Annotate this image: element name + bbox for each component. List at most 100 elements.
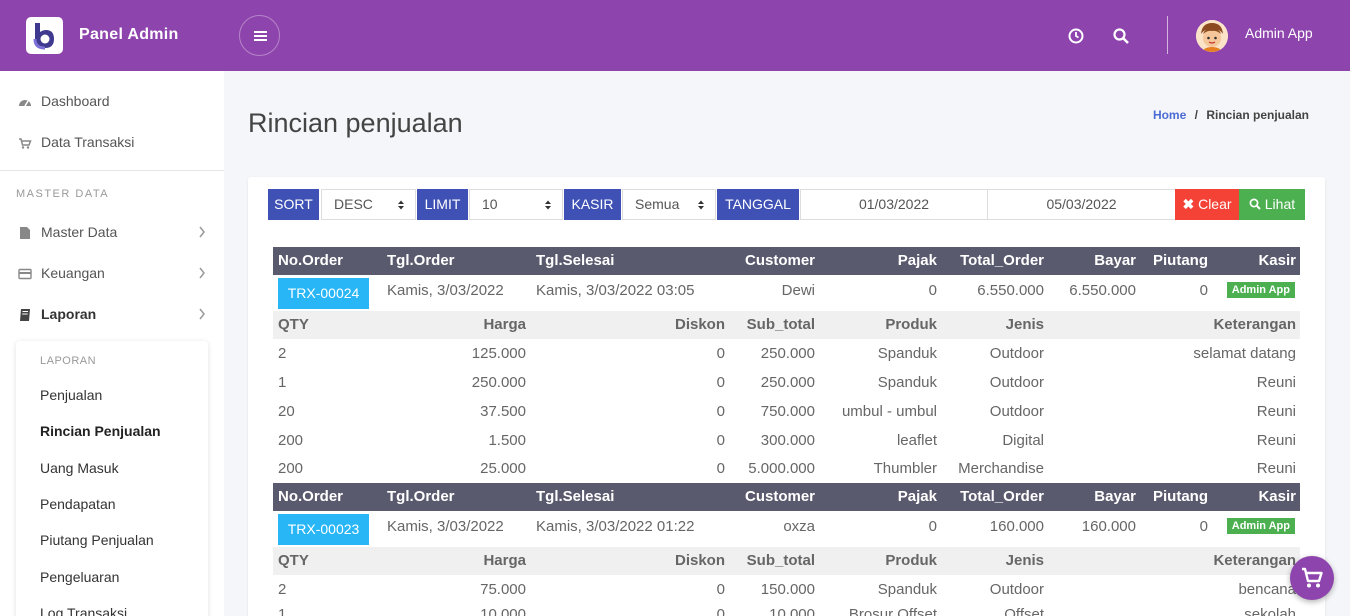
order-row: TRX-00024 Kamis, 3/03/2022 Kamis, 3/03/2…	[273, 275, 1300, 311]
menu-toggle-button[interactable]	[239, 15, 280, 56]
search-icon[interactable]	[1112, 27, 1130, 45]
lihat-button[interactable]: Lihat	[1239, 189, 1305, 220]
col-piutang: Piutang	[1153, 488, 1208, 505]
brand-title: Panel Admin	[79, 26, 179, 43]
col-qty: QTY	[278, 552, 309, 569]
limit-select-value: 10	[482, 196, 498, 212]
col-produk: Produk	[885, 316, 937, 333]
kasir-select[interactable]: Semua	[622, 189, 716, 220]
item-produk: Spanduk	[877, 581, 937, 598]
date-from-input[interactable]: 01/03/2022	[800, 189, 988, 220]
submenu-header: LAPORAN	[40, 355, 97, 367]
col-kasir: Kasir	[1258, 252, 1296, 269]
top-navbar: Panel Admin Admin App	[0, 0, 1350, 71]
col-customer: Customer	[744, 488, 815, 505]
item-sub-total: 300.000	[760, 432, 815, 449]
item-jenis: Digital	[1002, 432, 1044, 449]
col-jenis: Jenis	[1005, 552, 1044, 569]
item-diskon: 0	[716, 432, 725, 449]
item-harga: 75.000	[480, 581, 526, 598]
item-harga: 25.000	[480, 460, 526, 477]
item-diskon: 0	[716, 374, 725, 391]
sidebar-item-label: Dashboard	[41, 93, 110, 109]
dashboard-icon	[19, 100, 31, 107]
col-no-order: No.Order	[278, 488, 344, 505]
item-diskon: 0	[716, 345, 725, 362]
item-row: 1 10.000 0 10.000 Brosur Offset Offset s…	[273, 600, 1300, 616]
hamburger-icon	[254, 31, 267, 33]
date-to-input[interactable]: 05/03/2022	[987, 189, 1176, 220]
submenu-item-rincian-penjualan[interactable]: Rincian Penjualan	[40, 423, 161, 439]
order-number-badge[interactable]: TRX-00024	[278, 278, 369, 309]
col-keterangan: Keterangan	[1213, 316, 1296, 333]
sidebar-item-master-data[interactable]: Master Data	[16, 222, 216, 246]
item-jenis: Outdoor	[989, 403, 1044, 420]
brand[interactable]: Panel Admin	[0, 0, 224, 71]
sidebar-item-dashboard[interactable]: Dashboard	[16, 91, 216, 115]
select-arrows-icon	[698, 200, 704, 210]
col-kasir: Kasir	[1258, 488, 1296, 505]
submenu-item-log-transaksi[interactable]: Log Transaksi	[40, 605, 128, 616]
item-diskon: 0	[716, 460, 725, 477]
col-bayar: Bayar	[1094, 252, 1136, 269]
item-keterangan: bencana	[1238, 581, 1296, 598]
sidebar-section-header: MASTER DATA	[16, 188, 110, 200]
item-sub-total: 250.000	[760, 374, 815, 391]
chevron-right-icon	[199, 308, 205, 320]
item-jenis: Outdoor	[989, 581, 1044, 598]
sidebar-item-keuangan[interactable]: Keuangan	[16, 263, 216, 287]
sort-select[interactable]: DESC	[321, 189, 416, 220]
submenu-item-piutang-penjualan[interactable]: Piutang Penjualan	[40, 532, 154, 548]
item-row: 200 25.000 0 5.000.000 Thumbler Merchand…	[273, 455, 1300, 483]
col-piutang: Piutang	[1153, 252, 1208, 269]
order-customer: oxza	[783, 518, 815, 535]
col-diskon: Diskon	[674, 316, 725, 333]
item-harga: 125.000	[471, 345, 526, 362]
breadcrumb-home-link[interactable]: Home	[1152, 108, 1187, 122]
breadcrumb-separator: /	[1194, 108, 1198, 122]
submenu-item-pengeluaran[interactable]: Pengeluaran	[40, 569, 120, 585]
item-keterangan: Reuni	[1256, 374, 1296, 391]
lihat-button-label: Lihat	[1264, 196, 1296, 212]
order-number-badge[interactable]: TRX-00023	[278, 514, 369, 545]
item-sub-total: 250.000	[760, 345, 815, 362]
col-pajak: Pajak	[897, 252, 937, 269]
brand-logo-icon	[26, 17, 63, 54]
clear-button-label: Clear	[1198, 196, 1232, 212]
item-produk: umbul - umbul	[841, 403, 937, 420]
item-diskon: 0	[716, 403, 725, 420]
sidebar-item-data-transaksi[interactable]: Data Transaksi	[16, 132, 216, 156]
submenu-item-penjualan[interactable]: Penjualan	[40, 387, 103, 403]
order-tgl-order: Kamis, 3/03/2022	[387, 518, 504, 535]
item-jenis: Outdoor	[989, 374, 1044, 391]
order-header-row: No.Order Tgl.Order Tgl.Selesai Customer …	[273, 247, 1300, 275]
clear-button[interactable]: ✖ Clear	[1175, 189, 1239, 220]
clock-icon[interactable]	[1067, 27, 1085, 45]
item-harga: 37.500	[480, 403, 526, 420]
item-sub-total: 150.000	[760, 581, 815, 598]
col-harga: Harga	[483, 316, 526, 333]
item-qty: 1	[278, 606, 287, 616]
floating-cart-button[interactable]	[1290, 556, 1334, 600]
select-arrows-icon	[398, 200, 404, 210]
search-icon	[1249, 198, 1261, 210]
submenu-item-uang-masuk[interactable]: Uang Masuk	[40, 460, 119, 476]
item-header-row: QTY Harga Diskon Sub_total Produk Jenis …	[273, 311, 1300, 339]
col-tgl-selesai: Tgl.Selesai	[536, 488, 615, 505]
item-keterangan: Reuni	[1256, 432, 1296, 449]
item-qty: 20	[278, 403, 295, 420]
submenu-item-pendapatan[interactable]: Pendapatan	[40, 496, 116, 512]
col-pajak: Pajak	[897, 488, 937, 505]
laporan-submenu: LAPORAN Penjualan Rincian Penjualan Uang…	[16, 341, 208, 616]
cart-icon	[1302, 567, 1323, 588]
tanggal-label: TANGGAL	[717, 189, 799, 220]
order-total: 160.000	[989, 518, 1044, 535]
col-tgl-order: Tgl.Order	[387, 252, 455, 269]
sidebar-item-laporan[interactable]: Laporan	[16, 304, 216, 328]
user-avatar[interactable]	[1196, 20, 1228, 52]
file-icon	[20, 227, 30, 239]
kasir-badge: Admin App	[1226, 282, 1295, 298]
item-qty: 1	[278, 374, 287, 391]
user-name[interactable]: Admin App	[1245, 25, 1313, 41]
limit-select[interactable]: 10	[469, 189, 563, 220]
